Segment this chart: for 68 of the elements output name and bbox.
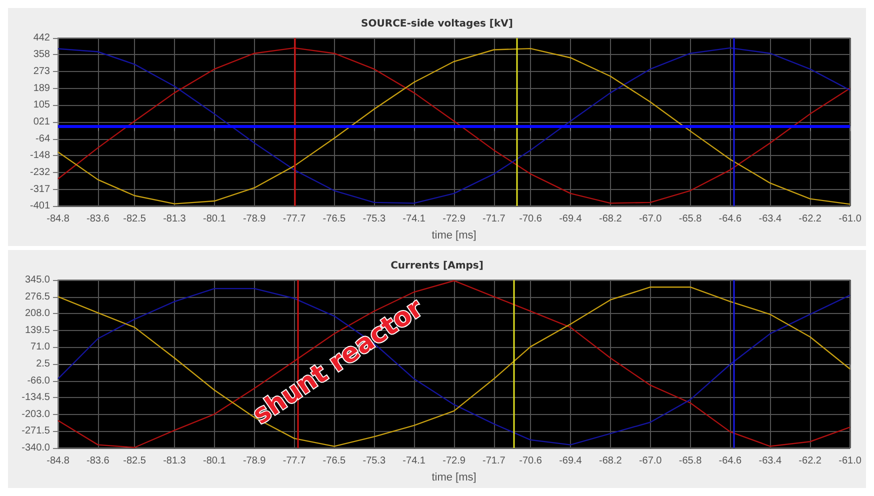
x-tick-label: -63.4 xyxy=(758,456,782,466)
x-tick-label: -61.0 xyxy=(838,456,862,466)
y-tick-label: 139.5 xyxy=(24,324,50,336)
x-tick-label: -78.9 xyxy=(242,456,266,466)
x-tick-label: -81.3 xyxy=(163,456,186,466)
x-tick-label: -65.8 xyxy=(678,456,702,466)
x-tick-label: -71.7 xyxy=(482,214,506,224)
y-tick-label: 358 xyxy=(33,49,50,60)
x-tick-label: -74.1 xyxy=(402,456,426,466)
y-tick-label: -340.0 xyxy=(22,442,50,454)
y-tick-label: -401 xyxy=(30,200,50,212)
y-tick-label: 105 xyxy=(33,100,50,111)
y-tick-label: 2.5 xyxy=(36,358,50,370)
y-tick-label: 021 xyxy=(33,116,50,128)
x-tick-label: -82.5 xyxy=(123,214,146,224)
x-tick-label: -64.6 xyxy=(718,456,742,466)
x-tick-label: -70.6 xyxy=(519,456,542,466)
x-tick-label: -74.1 xyxy=(402,214,426,224)
x-tick-label: -69.4 xyxy=(559,456,582,466)
x-tick-label: -69.4 xyxy=(559,214,582,224)
x-tick-label: -68.2 xyxy=(599,214,622,224)
chart-title: Currents [Amps] xyxy=(390,260,484,272)
x-tick-label: -82.5 xyxy=(123,456,146,466)
x-tick-label: -83.6 xyxy=(86,214,110,224)
y-tick-label: 442 xyxy=(33,32,50,44)
x-tick-label: -84.8 xyxy=(46,456,70,466)
x-tick-label: -70.6 xyxy=(519,214,542,224)
x-tick-label: -76.5 xyxy=(322,214,346,224)
x-tick-label: -77.7 xyxy=(282,456,306,466)
chart-title: SOURCE-side voltages [kV] xyxy=(361,18,513,30)
x-tick-label: -76.5 xyxy=(322,456,346,466)
x-tick-label: -68.2 xyxy=(599,456,622,466)
x-tick-label: -67.0 xyxy=(638,214,662,224)
x-tick-label: -83.6 xyxy=(86,456,110,466)
y-tick-label: -134.5 xyxy=(22,392,50,404)
y-tick-label: 189 xyxy=(33,82,50,94)
y-tick-label: -232 xyxy=(30,166,50,178)
x-axis-title: time [ms] xyxy=(432,230,476,242)
y-tick-label: 208.0 xyxy=(24,308,50,320)
x-tick-label: -61.0 xyxy=(838,214,862,224)
x-tick-label: -64.6 xyxy=(718,214,742,224)
y-tick-label: -66.0 xyxy=(27,375,50,386)
x-tick-label: -65.8 xyxy=(678,214,702,224)
x-tick-label: -72.9 xyxy=(442,214,466,224)
x-tick-label: -75.3 xyxy=(362,214,386,224)
x-tick-label: -80.1 xyxy=(203,214,226,224)
x-tick-label: -62.2 xyxy=(798,214,822,224)
x-tick-label: -67.0 xyxy=(638,456,662,466)
y-tick-label: -271.5 xyxy=(22,426,50,437)
x-tick-label: -77.7 xyxy=(282,214,306,224)
y-tick-label: -148 xyxy=(30,150,50,162)
y-tick-label: 345.0 xyxy=(24,274,50,286)
x-tick-label: -81.3 xyxy=(163,214,186,224)
x-tick-label: -84.8 xyxy=(46,214,70,224)
y-tick-label: -203.0 xyxy=(22,408,50,420)
y-tick-label: -64 xyxy=(36,133,50,144)
y-tick-label: -317 xyxy=(30,184,50,195)
x-tick-label: -63.4 xyxy=(758,214,782,224)
y-tick-label: 71.0 xyxy=(30,342,50,353)
x-tick-label: -62.2 xyxy=(798,456,822,466)
x-tick-label: -75.3 xyxy=(362,456,386,466)
x-tick-label: -80.1 xyxy=(203,456,226,466)
y-tick-label: 276.5 xyxy=(24,291,50,302)
x-tick-label: -72.9 xyxy=(442,456,466,466)
x-tick-label: -78.9 xyxy=(242,214,266,224)
x-tick-label: -71.7 xyxy=(482,456,506,466)
x-axis-title: time [ms] xyxy=(432,472,476,484)
y-tick-label: 273 xyxy=(33,66,50,78)
